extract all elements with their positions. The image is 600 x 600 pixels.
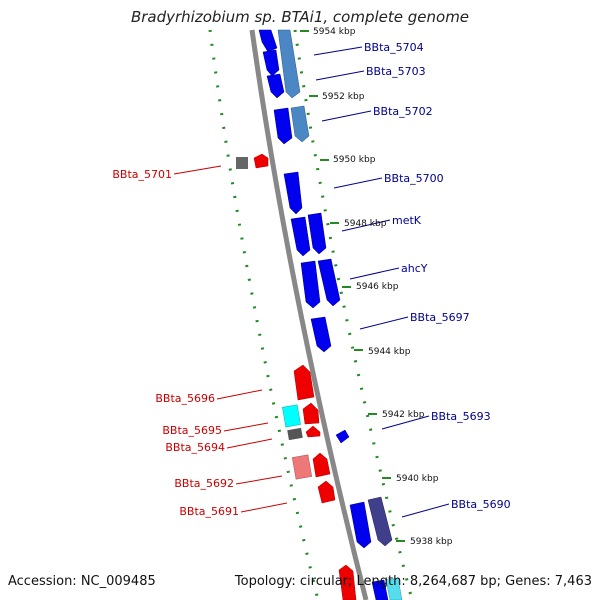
callout-line [315,70,365,81]
gene-arrow [349,501,372,549]
gene-arrow [317,480,336,504]
tick-label: 5950 kbp [333,155,376,165]
callout-line [321,110,372,122]
tick-label: 5946 kbp [356,282,399,292]
accession-label: Accession: NC_009485 [8,574,156,589]
gene-block [291,454,313,480]
gene-arrow [317,258,341,307]
callout-line [349,267,400,280]
outer-dotted-track [293,29,414,600]
inner-dotted-track [208,29,320,600]
gene-label: BBta_5690 [451,498,511,511]
gene-arrow [258,29,278,53]
gene-label: BBta_5691 [179,505,239,518]
genome-backbone [249,29,369,600]
forward-gene-labels: BBta_5704 BBta_5703 BBta_5702 BBta_5700 … [364,41,511,511]
tick-label: 5952 kbp [322,92,365,102]
gene-arrow [335,429,350,444]
gene-arrow [385,577,403,600]
gene-label: BBta_5693 [431,410,491,423]
gene-arrow [338,564,357,600]
callout-line [216,389,263,400]
gene-arrow [300,260,321,309]
tick-label: 5954 kbp [313,27,356,37]
gene-label: BBta_5702 [373,105,433,118]
callout-lines [173,46,450,518]
gene-label: BBta_5701 [112,168,172,181]
callout-line [313,46,363,56]
callout-line [235,475,283,485]
gene-label: BBta_5700 [384,172,444,185]
gene-label: BBta_5696 [155,392,215,405]
tick-label: 5944 kbp [368,347,411,357]
gene-arrow [253,153,269,169]
callout-line [381,415,430,430]
gene-label: BBta_5695 [162,424,222,437]
gene-label: BBta_5694 [165,441,225,454]
gene-arrow [283,171,303,215]
callout-line [226,438,273,449]
genome-summary: Topology: circular; Length: 8,264,687 bp… [234,574,592,589]
callout-line [173,165,222,175]
gene-arrow [293,364,315,401]
gene-arrow [262,49,280,77]
gene-arrow [371,579,389,600]
gene-arrow [266,73,285,99]
gene-label: BBta_5704 [364,41,424,54]
gene-label: BBta_5697 [410,311,470,324]
gene-arrow [302,402,320,425]
gene-arrow [277,29,301,99]
callout-line [333,177,383,189]
gene-arrow [310,316,332,353]
tick-marks [300,30,405,542]
gene-arrow [290,105,310,143]
gene-arrow [290,216,311,257]
callout-line [240,502,288,513]
gene-label: BBta_5692 [174,477,234,490]
callout-line [359,316,409,330]
gene-label: metK [392,214,422,227]
gene-arrow [305,425,321,438]
gene-label: ahcY [401,262,428,275]
gene-arrow [367,496,393,547]
tick-label: 5940 kbp [396,474,439,484]
gene-arrow [273,107,293,145]
gene-block [282,404,301,428]
reverse-gene-labels: BBta_5701 BBta_5696 BBta_5695 BBta_5694 … [112,168,239,518]
gene-block [287,427,303,441]
reverse-genes [236,153,357,600]
tick-label: 5948 kbp [344,219,387,229]
tick-label: 5942 kbp [382,410,425,420]
callout-line [223,422,269,432]
kbp-labels: 5954 kbp 5952 kbp 5950 kbp 5948 kbp 5946… [313,27,453,547]
tick-label: 5938 kbp [410,537,453,547]
callout-line [401,503,450,518]
callout-line [341,219,391,232]
forward-genes [258,29,403,600]
gene-block [236,157,248,169]
gene-arrow [307,212,327,255]
map-title: Bradyrhizobium sp. BTAi1, complete genom… [130,8,470,26]
gene-label: BBta_5703 [366,65,426,78]
gene-arrow [312,452,331,478]
